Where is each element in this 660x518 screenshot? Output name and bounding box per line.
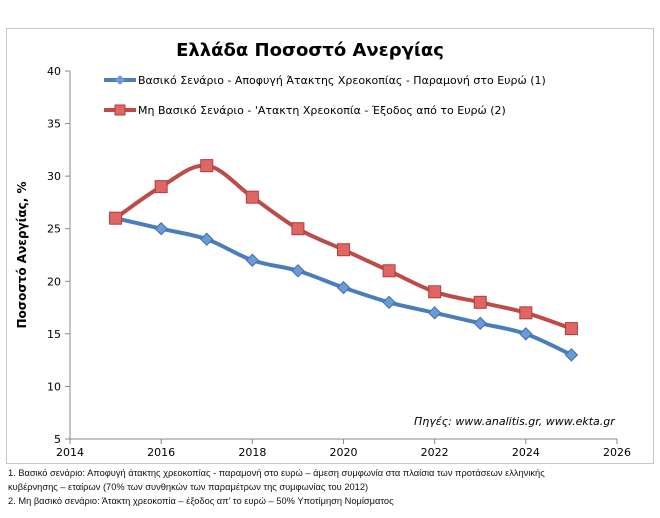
x-tick-label: 2024 <box>512 446 540 459</box>
y-tick-label: 30 <box>47 170 61 183</box>
y-tick-label: 15 <box>47 328 61 341</box>
legend-label-2: Μη Βασικό Σενάριο - 'Ατακτη Χρεοκοπία - … <box>138 104 506 117</box>
legend-marker-diamond <box>115 75 125 85</box>
data-point-diamond <box>200 232 214 246</box>
footnotes: 1. Βασικό σενάριο: Αποφυγή άτακτης χρεοκ… <box>8 466 545 508</box>
data-point-square <box>337 243 350 257</box>
chart-frame <box>6 28 654 464</box>
y-tick-label: 20 <box>47 275 61 288</box>
data-point-diamond <box>245 253 260 267</box>
x-tick-label: 2022 <box>421 446 449 459</box>
y-tick-label: 5 <box>54 433 61 446</box>
data-point-square <box>154 180 168 194</box>
x-tick-label: 2026 <box>603 446 631 459</box>
footnote-1-cont: κυβέρνησης – εταίρων (70% των συνθηκών τ… <box>8 482 369 492</box>
data-point-diamond <box>427 306 442 320</box>
x-tick-label: 2020 <box>330 446 358 459</box>
data-point-square <box>200 159 214 173</box>
legend-marker-square <box>114 104 126 116</box>
data-point-square <box>109 211 123 225</box>
y-tick-label: 10 <box>47 380 61 393</box>
data-point-square <box>245 190 259 204</box>
y-tick-label: 35 <box>47 118 61 131</box>
footnote-1: 1. Βασικό σενάριο: Αποφυγή άτακτης χρεοκ… <box>8 468 545 478</box>
data-point-square <box>473 295 487 309</box>
x-tick-label: 2018 <box>238 446 266 459</box>
data-point-square <box>382 264 396 278</box>
legend-label-1: Βασικό Σενάριο - Αποφυγή Άτακτης Χρεοκοπ… <box>138 74 546 87</box>
data-point-square <box>291 222 305 236</box>
data-point-square <box>519 306 533 320</box>
data-point-diamond <box>382 295 396 310</box>
data-point-diamond <box>154 222 168 236</box>
x-tick-label: 2014 <box>56 446 84 459</box>
source-annotation: Πηγές: www.analitis.gr, www.ekta.gr <box>414 415 616 428</box>
data-point-diamond <box>336 280 351 295</box>
data-point-diamond <box>291 264 305 278</box>
data-point-square <box>564 322 578 336</box>
data-point-diamond <box>519 327 533 341</box>
chart-title: Ελλάδα Ποσοστό Ανεργίας <box>176 40 444 61</box>
data-point-square <box>428 285 442 299</box>
data-point-diamond <box>564 348 579 362</box>
data-point-diamond <box>473 316 487 331</box>
y-axis-label: Ποσοστό Ανεργίας, % <box>15 182 29 329</box>
x-tick-label: 2016 <box>147 446 175 459</box>
footnote-2: 2. Μη βασικό σενάριο: Άτακτη χρεοκοπία –… <box>8 496 394 506</box>
y-tick-label: 25 <box>47 223 61 236</box>
y-tick-label: 40 <box>47 65 61 78</box>
